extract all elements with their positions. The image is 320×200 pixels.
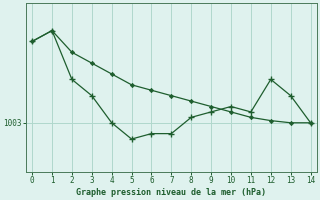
- X-axis label: Graphe pression niveau de la mer (hPa): Graphe pression niveau de la mer (hPa): [76, 188, 266, 197]
